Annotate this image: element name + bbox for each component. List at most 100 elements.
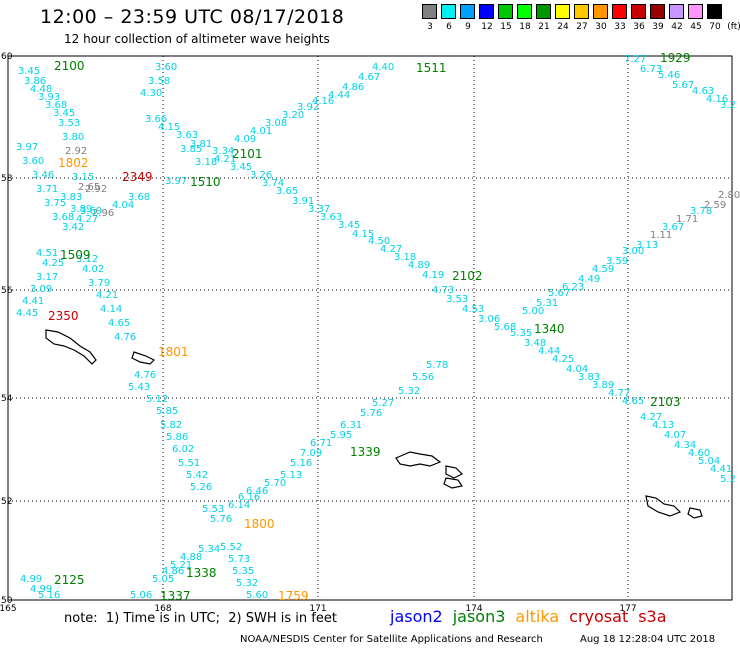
island-umnak <box>443 477 463 489</box>
pass-time-label: 1338 <box>186 566 217 580</box>
wave-height-value: 4.09 <box>234 134 256 145</box>
wave-height-value: 3.06 <box>478 314 500 325</box>
lat-tick-label: 56 <box>1 286 13 296</box>
wave-height-value: 6.73 <box>640 64 662 75</box>
wave-height-value: 6.02 <box>172 444 194 455</box>
legend-label: 39 <box>652 22 664 32</box>
wave-height-value: 4.59 <box>592 264 614 275</box>
wave-height-value: 5.95 <box>330 430 352 441</box>
legend-label: 27 <box>576 22 588 32</box>
wave-height-value: 4.27 <box>76 214 98 225</box>
wave-height-value: 4.07 <box>664 430 686 441</box>
satellite-key-s3a: s3a <box>638 607 667 626</box>
wave-height-value: 3.00 <box>622 246 644 257</box>
wave-height-value: 6.46 <box>246 486 268 497</box>
wave-height-value: 4.51 <box>36 248 58 259</box>
legend-label: 42 <box>671 22 683 32</box>
wave-height-value: 4.49 <box>578 274 600 285</box>
wave-height-value: 3.18 <box>394 252 416 263</box>
wave-height-value: 3.09 <box>30 284 52 295</box>
pass-time-label: 2350 <box>48 309 79 323</box>
wave-height-value: 3.63 <box>320 212 342 223</box>
wave-height-value: 4.21 <box>214 154 236 165</box>
wave-height-value: 4.25 <box>42 258 64 269</box>
wave-height-value: 3.42 <box>62 222 84 233</box>
legend-unit: (ft) <box>727 22 740 32</box>
wave-height-value: 4.21 <box>96 290 118 301</box>
wave-height-value: 5.35 <box>510 328 532 339</box>
wave-height-value: 3.60 <box>155 62 177 73</box>
wave-height-value: 3.59 <box>606 256 628 267</box>
wave-height-value: 3.12 <box>76 254 98 265</box>
wave-height-value: 3.13 <box>636 240 658 251</box>
wave-height-value: 6.71 <box>310 438 332 449</box>
wave-height-value: 5.60 <box>246 590 268 601</box>
map-subtitle: 12 hour collection of altimeter wave hei… <box>64 32 330 46</box>
wave-height-value: 3.45 <box>230 162 252 173</box>
island-st-lawrence <box>45 329 97 365</box>
wave-height-value: 4.67 <box>358 72 380 83</box>
pass-time-label: 2349 <box>122 170 153 184</box>
wave-height-value: 4.15 <box>352 229 374 240</box>
pass-time-labels: 2100 1511 1929 2101 1510 1802 2349 1509 2102 2350… <box>48 51 691 603</box>
wave-height-value: 5.04 <box>698 456 720 467</box>
wave-height-value: 3.34 <box>212 146 234 157</box>
wave-height-value: 4.73 <box>432 285 454 296</box>
island-aleutian-east <box>645 495 682 517</box>
lon-tick-label: 165 <box>0 604 17 614</box>
wave-height-value: 4.27 <box>640 412 662 423</box>
wave-height-value: 4.14 <box>100 304 122 315</box>
wave-height-value: 5.67 <box>672 80 694 91</box>
pass-time-label: 2100 <box>54 59 85 73</box>
legend-label: 18 <box>519 22 531 32</box>
wave-height-value: 3.18 <box>195 157 217 168</box>
wave-height-value: 3.65 <box>276 186 298 197</box>
wave-height-value: 3.15 <box>72 172 94 183</box>
legend-swatch <box>460 4 475 19</box>
land-masses <box>45 329 703 519</box>
satellite-key: jason2 jason3 altika cryosat s3a <box>390 607 677 626</box>
wave-height-value: 4.41 <box>22 296 44 307</box>
legend-label: 70 <box>709 22 721 32</box>
legend-swatch <box>669 4 684 19</box>
wave-height-value: 4.65 <box>108 318 130 329</box>
wave-height-value: 5.35 <box>232 566 254 577</box>
wave-height-value: 5.67 <box>548 288 570 299</box>
wave-height-value: 4.48 <box>30 84 52 95</box>
wave-height-value: 3.68 <box>128 192 150 203</box>
wave-height-value: 4.60 <box>688 448 710 459</box>
wave-height-value: 4.30 <box>140 88 162 99</box>
legend-label: 30 <box>595 22 607 32</box>
wave-height-value: 5.34 <box>198 544 220 555</box>
wave-height-value: 4.76 <box>114 332 136 343</box>
wave-height-value: 7.27 <box>624 54 646 65</box>
wave-height-value: 3.69 <box>80 206 102 217</box>
wave-height-value: 3.46 <box>32 170 54 181</box>
wave-height-value: 3.71 <box>36 184 58 195</box>
wave-height-value: 3.68 <box>52 212 74 223</box>
wave-height-value: 4.44 <box>538 346 560 357</box>
wave-height-value: 3.78 <box>690 206 712 217</box>
wave-height-value: 3.67 <box>662 222 684 233</box>
legend-swatch <box>479 4 494 19</box>
wave-height-value: 6.16 <box>238 492 260 503</box>
wave-height-value: 4.88 <box>180 552 202 563</box>
pass-time-label: 1929 <box>660 51 691 65</box>
wave-height-value: 2.59 <box>704 200 726 211</box>
wave-height-value: 2.80 <box>718 190 740 201</box>
legend-label: 9 <box>465 22 471 32</box>
wave-height-value: 5.05 <box>152 574 174 585</box>
legend-label: 45 <box>690 22 702 32</box>
island-nunivak <box>131 351 156 365</box>
wave-height-value: 3.20 <box>282 110 304 121</box>
wave-height-value: 3.93 <box>38 92 60 103</box>
wave-height-value: 4.45 <box>16 308 38 319</box>
wave-height-value: 3.83 <box>578 372 600 383</box>
wave-height-value: 4.63 <box>692 86 714 97</box>
wave-height-value: 4.04 <box>566 364 588 375</box>
wave-height-value: 3.2 <box>720 100 736 111</box>
generated-timestamp: Aug 18 12:28:04 UTC 2018 <box>580 634 716 645</box>
wave-height-value: 5.86 <box>166 432 188 443</box>
legend-swatch <box>422 4 437 19</box>
wave-height-value: 2.96 <box>92 208 114 219</box>
